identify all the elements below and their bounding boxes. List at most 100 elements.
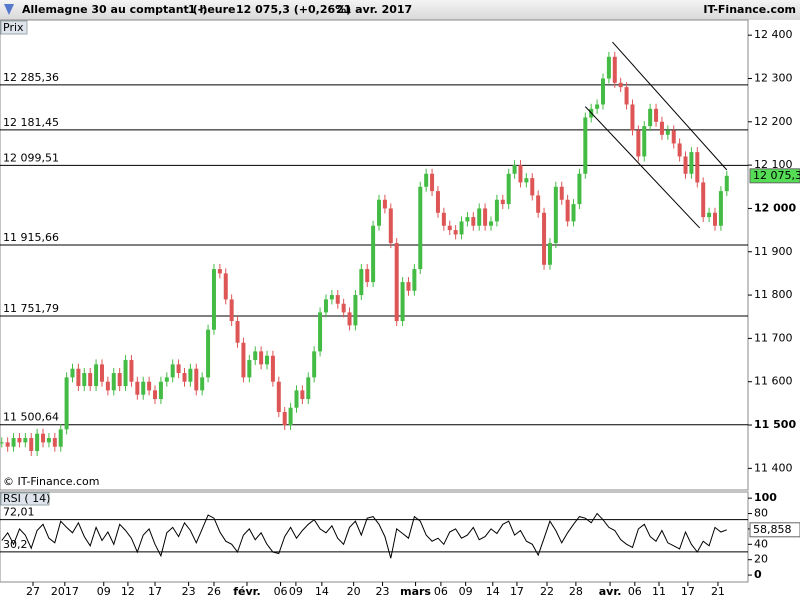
candle bbox=[400, 282, 405, 322]
candle bbox=[695, 152, 700, 183]
interval: 1 heure bbox=[188, 3, 236, 16]
candle bbox=[70, 368, 75, 378]
watermark: © IT-Finance.com bbox=[3, 475, 100, 488]
level-label: 11 751,79 bbox=[3, 302, 59, 315]
level-label: 11 500,64 bbox=[3, 411, 59, 424]
candle bbox=[282, 412, 287, 426]
level-label: 11 915,66 bbox=[3, 231, 59, 244]
level-label: 12 285,36 bbox=[3, 71, 59, 84]
y-tick-label: 11 400 bbox=[754, 461, 793, 474]
candle bbox=[559, 186, 564, 200]
candle bbox=[724, 175, 729, 192]
x-tick-label: 17 bbox=[148, 585, 162, 598]
candle bbox=[329, 295, 334, 300]
candle bbox=[347, 312, 352, 326]
candle bbox=[665, 130, 670, 135]
candle bbox=[489, 221, 494, 226]
candle bbox=[211, 269, 216, 330]
x-tick-label: 09 bbox=[97, 585, 111, 598]
candle bbox=[447, 225, 452, 231]
candle bbox=[58, 429, 63, 447]
candle bbox=[671, 130, 676, 144]
y-tick-label: 12 000 bbox=[754, 201, 796, 214]
candle bbox=[82, 373, 87, 387]
header-bar bbox=[0, 0, 800, 20]
candle bbox=[654, 108, 659, 122]
candle bbox=[141, 381, 146, 395]
candle bbox=[506, 173, 511, 205]
candle bbox=[465, 217, 470, 222]
candle bbox=[500, 199, 505, 205]
candle bbox=[341, 303, 346, 313]
y-tick-label: 12 200 bbox=[754, 115, 793, 128]
candle bbox=[52, 438, 57, 447]
x-tick-label: 23 bbox=[376, 585, 390, 598]
candle bbox=[359, 269, 364, 296]
x-tick-label: 06 bbox=[434, 585, 448, 598]
candle bbox=[459, 221, 464, 235]
candle bbox=[200, 377, 205, 391]
candle bbox=[46, 438, 51, 443]
candle bbox=[565, 199, 570, 222]
candle bbox=[530, 178, 535, 196]
candle bbox=[318, 312, 323, 352]
candle bbox=[111, 373, 116, 391]
x-tick-label: 27 bbox=[26, 585, 40, 598]
channel-line bbox=[612, 41, 728, 171]
candle bbox=[64, 377, 69, 430]
candle bbox=[17, 438, 22, 443]
candle bbox=[477, 208, 482, 226]
candle bbox=[683, 156, 688, 174]
source: IT-Finance.com bbox=[703, 3, 796, 16]
x-tick-label: 21 bbox=[711, 585, 725, 598]
candle bbox=[99, 364, 104, 382]
candle bbox=[182, 373, 187, 382]
x-tick-label: 09 bbox=[459, 585, 473, 598]
candle bbox=[235, 321, 240, 343]
candle bbox=[29, 438, 34, 452]
candle bbox=[424, 173, 429, 187]
candle bbox=[547, 243, 552, 265]
candle bbox=[353, 295, 358, 326]
candle bbox=[270, 355, 275, 382]
rsi-title: RSI ( 14) bbox=[3, 492, 50, 505]
candle bbox=[553, 186, 558, 244]
x-tick-label: 14 bbox=[486, 585, 500, 598]
candle bbox=[595, 104, 600, 109]
candle bbox=[483, 208, 488, 226]
candle bbox=[259, 351, 264, 365]
candle bbox=[406, 282, 411, 291]
candle bbox=[306, 377, 311, 400]
y-tick-label: 11 800 bbox=[754, 288, 793, 301]
x-tick-label: 14 bbox=[315, 585, 329, 598]
x-tick-label: mars bbox=[400, 585, 431, 598]
candle bbox=[624, 87, 629, 105]
candle bbox=[5, 442, 10, 447]
candle bbox=[471, 217, 476, 226]
y-tick-label: 11 700 bbox=[754, 331, 793, 344]
panel-label: Prix bbox=[3, 21, 24, 34]
y-tick-label: 12 400 bbox=[754, 28, 793, 41]
candle bbox=[35, 433, 40, 452]
y-tick-label: 40 bbox=[754, 537, 768, 550]
candle bbox=[642, 126, 647, 157]
candle bbox=[129, 360, 134, 382]
candle bbox=[88, 373, 93, 387]
candle bbox=[388, 208, 393, 244]
candle bbox=[23, 438, 28, 443]
candle bbox=[335, 295, 340, 304]
level-label: 12 181,45 bbox=[3, 116, 59, 129]
candle bbox=[418, 186, 423, 270]
candle bbox=[135, 381, 140, 395]
candle bbox=[247, 360, 252, 378]
candle bbox=[453, 230, 458, 235]
candle bbox=[677, 143, 682, 157]
rsi-label-box bbox=[0, 492, 50, 506]
candle bbox=[430, 173, 435, 192]
candle bbox=[571, 204, 576, 222]
candle bbox=[394, 243, 399, 322]
level-label: 72,01 bbox=[3, 506, 35, 519]
header-icon bbox=[4, 4, 14, 15]
candle bbox=[170, 364, 175, 378]
quote: 12 075,3 (+0,26%) bbox=[236, 3, 351, 16]
